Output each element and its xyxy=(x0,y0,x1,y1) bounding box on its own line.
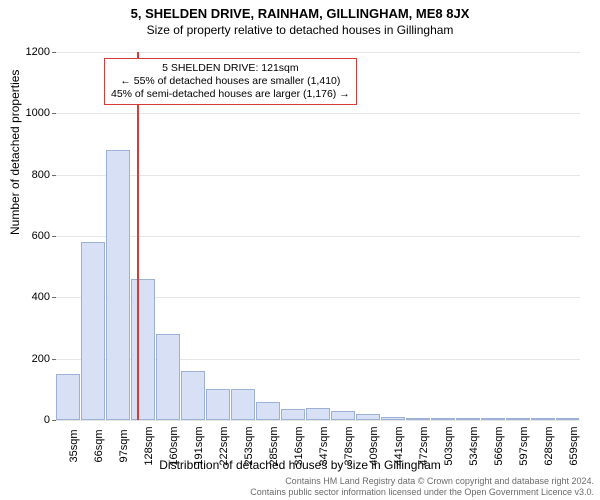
histogram-bar xyxy=(156,334,180,420)
histogram-bar xyxy=(456,418,480,420)
grid-line xyxy=(56,420,580,421)
histogram-bar xyxy=(81,242,105,420)
ytick-mark xyxy=(52,420,56,421)
footer-attribution: Contains HM Land Registry data © Crown c… xyxy=(250,476,594,498)
histogram-bar xyxy=(381,417,405,420)
ytick-mark xyxy=(52,175,56,176)
histogram-bar xyxy=(556,418,580,420)
ytick-label: 400 xyxy=(10,291,50,303)
histogram-bar xyxy=(306,408,330,420)
grid-line xyxy=(56,52,580,53)
ytick-mark xyxy=(52,359,56,360)
histogram-bar xyxy=(531,418,555,420)
ytick-label: 800 xyxy=(10,169,50,181)
annotation-line-3: 45% of semi-detached houses are larger (… xyxy=(111,88,350,101)
chart-subtitle: Size of property relative to detached ho… xyxy=(0,21,600,37)
ytick-label: 600 xyxy=(10,230,50,242)
annotation-line-2: ← 55% of detached houses are smaller (1,… xyxy=(111,75,350,88)
histogram-bar xyxy=(331,411,355,420)
histogram-bar xyxy=(206,389,230,420)
y-axis-title: Number of detached properties xyxy=(8,70,22,235)
annotation-callout: 5 SHELDEN DRIVE: 121sqm ← 55% of detache… xyxy=(104,58,357,105)
histogram-bar xyxy=(481,418,505,420)
ytick-mark xyxy=(52,52,56,53)
ytick-mark xyxy=(52,297,56,298)
ytick-label: 1000 xyxy=(10,107,50,119)
histogram-bar xyxy=(106,150,130,420)
chart-area: 02004006008001000120035sqm66sqm97sqm128s… xyxy=(56,52,580,420)
ytick-label: 200 xyxy=(10,353,50,365)
x-axis-title: Distribution of detached houses by size … xyxy=(0,458,600,472)
plot-region: 02004006008001000120035sqm66sqm97sqm128s… xyxy=(56,52,580,421)
histogram-bar xyxy=(131,279,155,420)
histogram-bar xyxy=(181,371,205,420)
histogram-bar xyxy=(256,402,280,420)
histogram-bar xyxy=(506,418,530,420)
ytick-label: 0 xyxy=(10,414,50,426)
histogram-bar xyxy=(406,418,430,420)
footer-line-2: Contains public sector information licen… xyxy=(250,487,594,498)
ytick-mark xyxy=(52,113,56,114)
ytick-mark xyxy=(52,236,56,237)
footer-line-1: Contains HM Land Registry data © Crown c… xyxy=(250,476,594,487)
chart-address-title: 5, SHELDEN DRIVE, RAINHAM, GILLINGHAM, M… xyxy=(0,0,600,21)
property-marker-line xyxy=(137,52,139,420)
annotation-line-1: 5 SHELDEN DRIVE: 121sqm xyxy=(111,62,350,75)
histogram-bar xyxy=(431,418,455,420)
histogram-bar xyxy=(231,389,255,420)
histogram-bar xyxy=(356,414,380,420)
grid-line xyxy=(56,175,580,176)
ytick-label: 1200 xyxy=(10,46,50,58)
histogram-bar xyxy=(56,374,80,420)
grid-line xyxy=(56,236,580,237)
histogram-bar xyxy=(281,409,305,420)
grid-line xyxy=(56,113,580,114)
